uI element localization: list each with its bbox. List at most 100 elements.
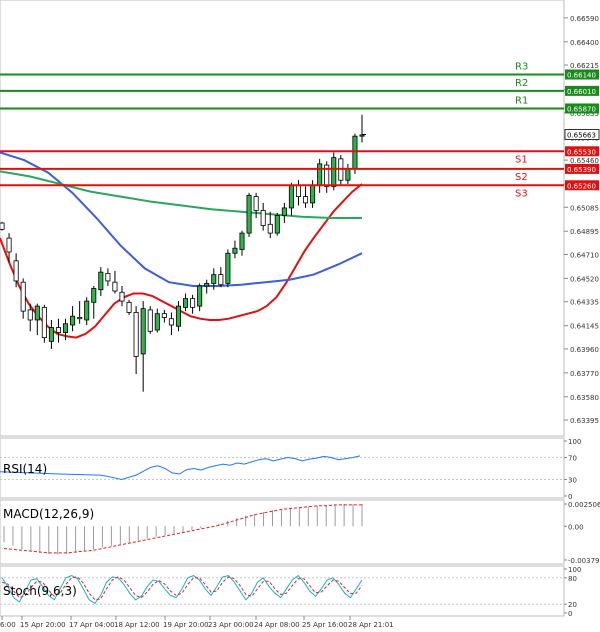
y-tick-label: 0.63770 (570, 370, 599, 378)
x-tick-label: 6:00 (0, 621, 16, 629)
candle-body (317, 163, 323, 186)
candle-body (105, 272, 111, 282)
pivot-label: S3 (515, 188, 528, 199)
candle (112, 270, 118, 294)
main-panel-frame (0, 0, 565, 437)
candle-body (84, 300, 90, 321)
x-tick-label: 15 Apr 20:00 (20, 621, 66, 629)
candle-body (274, 215, 280, 234)
candle (253, 192, 259, 218)
candle (246, 192, 252, 237)
candle-body (190, 298, 196, 308)
candle-body (211, 274, 217, 284)
y-tick-label: 0.66400 (570, 39, 599, 47)
x-tick-label: 17 Apr 04:00 (69, 621, 115, 629)
pivot-price-tag (565, 163, 599, 174)
candle-body (34, 305, 40, 321)
y-tick-label: 20 (568, 601, 577, 609)
candle-body (175, 305, 181, 327)
y-tick-label: 30 (568, 477, 577, 485)
candle (13, 253, 19, 288)
candle (175, 301, 181, 332)
macd-title: MACD(12,26,9) (3, 507, 94, 521)
pivot-levels: R3 0.66140 R2 0.66010 R1 0.65870 S1 0.65530 S2 0.… (0, 61, 599, 199)
stoch-panel-frame (0, 565, 565, 617)
candle-body (281, 207, 287, 216)
candle-body (154, 313, 160, 331)
candle-body (133, 312, 139, 357)
y-tick-label: 0 (568, 610, 572, 618)
candle (324, 161, 330, 193)
candle-body (168, 318, 174, 326)
pivot-level-r3: R3 0.66140 (0, 61, 599, 80)
candle (183, 293, 189, 312)
rsi-panel-frame (0, 437, 565, 499)
candle-body (63, 323, 69, 333)
candle-body (345, 168, 351, 181)
candle (211, 268, 217, 290)
y-tick-label: -0.003797 (568, 557, 600, 565)
candle-body (303, 196, 309, 204)
candle-body (288, 184, 294, 209)
pivot-price-tag (565, 103, 599, 114)
y-tick-label: 0.65460 (570, 157, 599, 165)
candle-body (239, 232, 245, 250)
candle (197, 283, 203, 312)
y-tick-label: 0.63395 (570, 417, 599, 425)
candle (218, 267, 224, 288)
candle-body (112, 281, 118, 292)
candle (119, 285, 125, 307)
pivot-price-label: 0.66010 (567, 88, 596, 96)
last-price-tag (564, 129, 600, 140)
pivot-level-s2: S2 0.65390 (0, 163, 599, 183)
y-tick-label: 100 (568, 566, 581, 574)
pivot-price-label: 0.66140 (567, 71, 596, 79)
candle-body (20, 281, 26, 312)
candle (55, 318, 61, 343)
candle (147, 306, 153, 334)
candle (225, 249, 231, 288)
y-tick-label: 80 (568, 575, 577, 583)
rsi-title: RSI(14) (3, 462, 47, 476)
stoch-d-line (1, 576, 363, 601)
candle-body (232, 247, 238, 254)
y-tick-label: 100 (568, 438, 581, 446)
pivot-level-r2: R2 0.66010 (0, 78, 599, 96)
x-tick-label: 18 Apr 12:00 (114, 621, 160, 629)
candle (63, 318, 69, 341)
y-tick-label: 70 (568, 455, 577, 463)
time-axis: 6:00 15 Apr 20:00 17 Apr 04:00 18 Apr 12:00… (0, 616, 394, 629)
candle (352, 133, 358, 174)
candle-body (218, 274, 224, 286)
candle-body (246, 194, 252, 234)
x-tick-label: 28 Apr 21:01 (348, 621, 394, 629)
candle-body (331, 157, 337, 187)
moving-averages (0, 151, 363, 339)
candle-body (119, 291, 125, 302)
y-tick-label: 0.65085 (570, 204, 599, 212)
candle-body (55, 327, 61, 333)
y-tick-label: 0.63960 (570, 346, 599, 354)
candle (239, 230, 245, 256)
y-tick-label: 0.65835 (570, 110, 599, 118)
candle (98, 267, 104, 297)
candle-body (27, 309, 33, 321)
candle (41, 304, 47, 343)
candle-body (267, 223, 273, 234)
stoch-title: Stoch(9,6,3) (3, 584, 77, 598)
candle-body (204, 283, 210, 287)
candle (91, 285, 97, 319)
pivot-price-tag (565, 146, 599, 157)
pivot-label: R3 (515, 61, 528, 72)
pivot-price-label: 0.65870 (567, 105, 596, 113)
candle (105, 268, 111, 286)
moving-average-line (0, 183, 363, 339)
pivot-price-label: 0.65390 (567, 166, 596, 174)
candle (126, 299, 132, 315)
candle-body (91, 288, 97, 303)
candle-body (77, 317, 83, 320)
candle (331, 152, 337, 191)
candle (281, 202, 287, 224)
pivot-price-tag (565, 85, 599, 96)
